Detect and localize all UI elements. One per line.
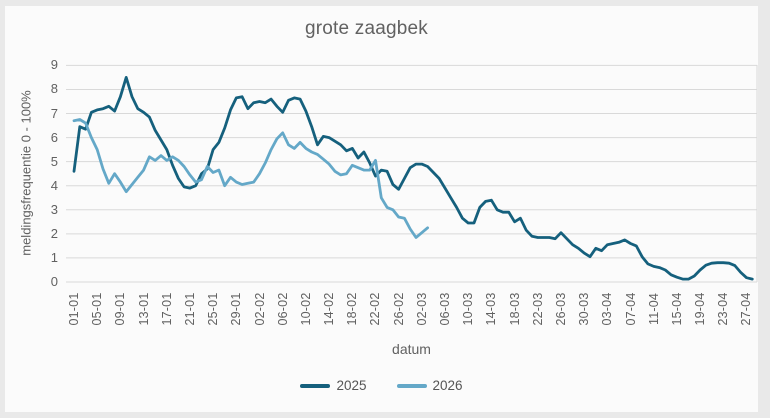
x-tick-label: 09-01 xyxy=(113,292,128,326)
x-tick-label: 03-04 xyxy=(600,292,615,326)
x-tick-label: 01-01 xyxy=(67,292,81,326)
x-tick-label: 23-04 xyxy=(716,292,731,326)
x-tick-label: 06-03 xyxy=(438,292,453,326)
x-tick-label: 22-03 xyxy=(530,292,545,326)
legend-swatch-2026 xyxy=(396,383,427,388)
y-tick-label: 3 xyxy=(50,201,58,217)
y-tick-label: 2 xyxy=(50,225,58,241)
x-tick-label: 17-01 xyxy=(159,292,174,326)
y-tick-label: 4 xyxy=(50,177,58,193)
x-tick-label: 22-02 xyxy=(368,292,383,326)
x-tick-label: 19-04 xyxy=(693,292,708,326)
legend-label-2026: 2026 xyxy=(432,378,463,393)
x-tick-label: 25-01 xyxy=(206,292,221,326)
y-tick-label: 9 xyxy=(50,57,58,73)
plot-area xyxy=(66,64,758,283)
legend-item-2025: 2025 xyxy=(300,378,367,393)
legend-label-2025: 2025 xyxy=(336,378,367,393)
chart-title: grote zaagbek xyxy=(304,18,429,39)
x-tick-label: 15-04 xyxy=(669,292,684,326)
y-tick-label: 1 xyxy=(50,249,58,265)
x-tick-label: 07-04 xyxy=(623,292,638,326)
y-tick-label: 8 xyxy=(50,81,58,97)
y-tick-label: 6 xyxy=(50,129,58,145)
series-line-2025 xyxy=(72,76,754,281)
x-tick-label: 21-01 xyxy=(182,292,197,326)
x-tick-label: 10-03 xyxy=(461,292,476,326)
series-line-2026 xyxy=(72,118,430,239)
x-tick-label: 27-04 xyxy=(739,292,754,326)
x-tick-label: 14-03 xyxy=(484,292,499,326)
y-tick-label: 7 xyxy=(50,105,58,121)
x-tick-label: 02-02 xyxy=(252,292,267,326)
x-tick-label: 13-01 xyxy=(136,292,151,326)
x-tick-label: 02-03 xyxy=(414,292,429,326)
x-tick-label: 05-01 xyxy=(90,292,105,326)
y-tick-label: 0 xyxy=(50,274,58,289)
x-tick-label: 26-02 xyxy=(391,292,406,326)
x-axis-title: datum xyxy=(392,341,431,357)
x-tick-label: 29-01 xyxy=(229,292,244,326)
x-tick-label: 18-03 xyxy=(507,292,522,326)
legend-item-2026: 2026 xyxy=(396,378,463,393)
chart-panel: grote zaagbek meldingsfrequentie 0 - 100… xyxy=(5,6,758,412)
x-tick-label: 14-02 xyxy=(322,292,337,326)
x-tick-label: 10-02 xyxy=(298,292,313,326)
x-tick-label: 30-03 xyxy=(577,292,592,326)
x-tick-label: 06-02 xyxy=(275,292,290,326)
legend: 2025 2026 xyxy=(5,378,758,393)
x-tick-label: 11-04 xyxy=(646,292,661,326)
legend-swatch-2025 xyxy=(300,383,331,388)
x-tick-label: 26-03 xyxy=(553,292,568,326)
x-tick-label: 18-02 xyxy=(345,292,360,326)
y-tick-label: 5 xyxy=(50,153,58,169)
